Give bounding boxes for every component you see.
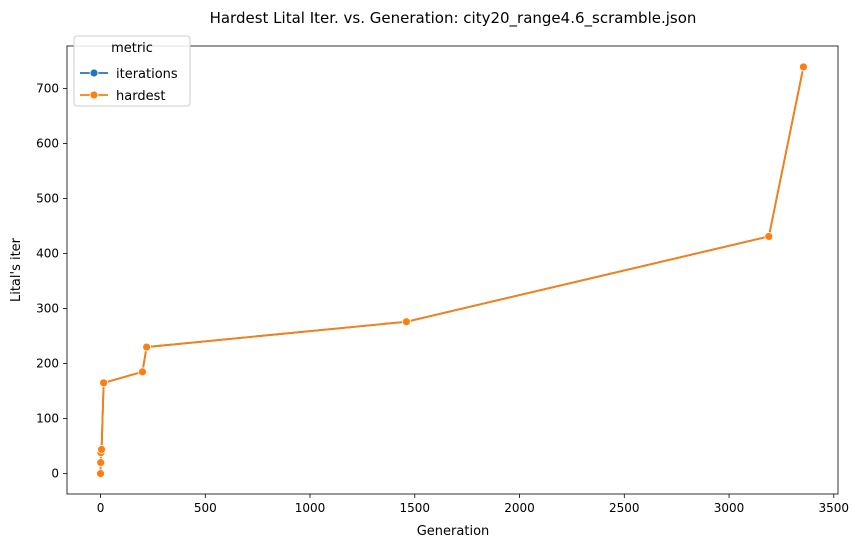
legend-label: hardest: [116, 89, 165, 104]
y-tick-label: 600: [36, 136, 59, 150]
x-tick-label: 2000: [504, 501, 535, 515]
y-tick-label: 200: [36, 357, 59, 371]
series-hardest: [96, 62, 808, 479]
data-point: [138, 367, 147, 377]
data-point: [402, 317, 411, 327]
chart-title: Hardest Lital Iter. vs. Generation: city…: [210, 9, 697, 28]
y-tick-label: 300: [36, 302, 59, 316]
legend-marker: [89, 90, 99, 100]
data-point: [97, 445, 106, 454]
plot-area: [66, 45, 839, 495]
x-tick-label: 500: [194, 501, 217, 515]
series-line: [99, 66, 805, 474]
data-point: [99, 378, 109, 388]
x-tick-label: 3000: [714, 501, 745, 515]
legend: metric iterations hardest: [73, 35, 191, 107]
data-point: [799, 62, 808, 72]
x-tick-label: 0: [97, 501, 105, 515]
y-tick-label: 400: [36, 246, 59, 260]
y-tick-label: 0: [51, 467, 59, 481]
data-point: [96, 469, 105, 479]
x-axis: 0 500 1000 1500 2000 2500 3000 3500: [97, 494, 849, 515]
legend-item-hardest: hardest: [80, 89, 165, 104]
x-tick-label: 1000: [295, 501, 326, 515]
y-axis-label: Lital's iter: [9, 237, 24, 302]
legend-title: metric: [111, 41, 153, 56]
x-axis-label: Generation: [417, 524, 490, 539]
data-point: [96, 458, 106, 468]
data-point: [764, 232, 774, 241]
y-tick-label: 500: [36, 191, 59, 205]
data-point: [142, 342, 152, 352]
x-tick-label: 3500: [819, 501, 850, 515]
plot-frame: [66, 45, 839, 495]
y-tick-label: 100: [36, 412, 59, 426]
legend-marker: [89, 68, 99, 78]
series-layer: [96, 62, 808, 479]
y-axis: 0 100 200 300 400 500 600 700: [36, 81, 67, 481]
legend-box: [73, 35, 191, 107]
x-tick-label: 1500: [400, 501, 431, 515]
y-tick-label: 700: [36, 81, 59, 95]
legend-label: iterations: [116, 67, 178, 82]
x-tick-label: 2500: [609, 501, 640, 515]
legend-item-iterations: iterations: [80, 67, 178, 82]
